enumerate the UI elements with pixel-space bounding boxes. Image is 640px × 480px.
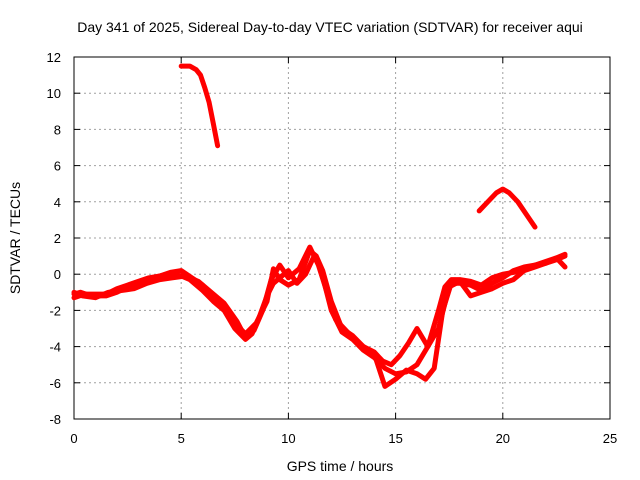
x-tick-label: 0 — [70, 431, 77, 446]
x-tick-label: 10 — [281, 431, 295, 446]
x-axis-label: GPS time / hours — [287, 458, 394, 474]
y-tick-label: -6 — [49, 376, 61, 391]
y-tick-label: 10 — [47, 86, 61, 101]
x-tick-label: 20 — [496, 431, 510, 446]
series-line-arc-evening-peak — [476, 186, 538, 230]
y-tick-label: 12 — [47, 50, 61, 65]
y-tick-label: 0 — [54, 267, 61, 282]
series-layer — [71, 63, 568, 389]
series-line-arc-morning-peak — [178, 63, 221, 149]
y-tick-label: 8 — [54, 122, 61, 137]
chart-title: Day 341 of 2025, Sidereal Day-to-day VTE… — [77, 19, 583, 35]
x-tick-label: 5 — [178, 431, 185, 446]
y-tick-label: -8 — [49, 412, 61, 427]
y-tick-label: -4 — [49, 340, 61, 355]
y-axis-label: SDTVAR / TECUs — [7, 182, 23, 294]
y-tick-label: -2 — [49, 303, 61, 318]
series-line-arc-main-c — [71, 244, 568, 368]
y-tick-label: 2 — [54, 231, 61, 246]
ticks-layer: 0 5 10 15 20 25 -8 -6 -4 -2 0 2 4 6 8 10 12 — [47, 50, 618, 446]
y-tick-label: 4 — [54, 195, 61, 210]
x-tick-label: 15 — [388, 431, 402, 446]
y-tick-label: 6 — [54, 159, 61, 174]
x-tick-label: 25 — [603, 431, 617, 446]
